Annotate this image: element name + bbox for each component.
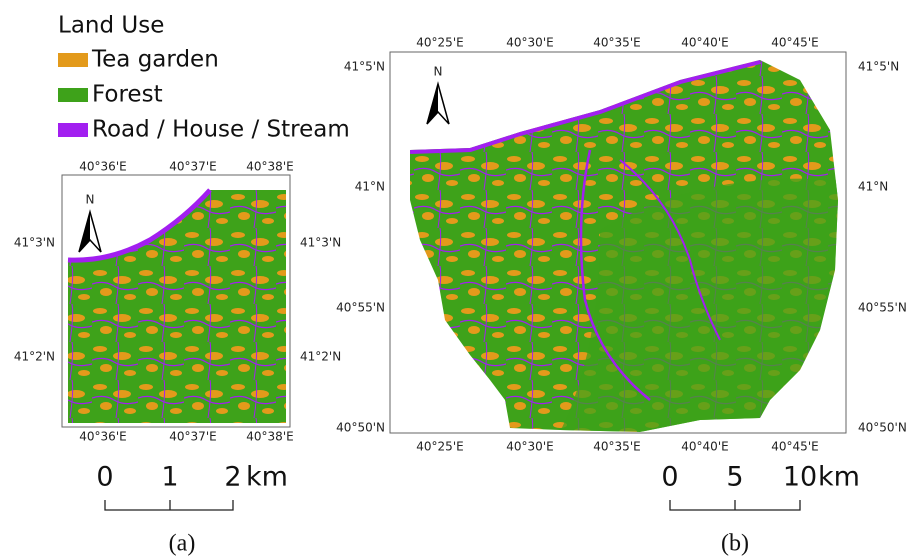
panel-caption: (b) xyxy=(721,531,749,557)
top-tick-label: 40°38'E xyxy=(246,160,293,174)
scale-unit: km xyxy=(246,462,288,493)
legend-label: Tea garden xyxy=(91,47,219,73)
bottom-tick-label: 40°40'E xyxy=(681,440,728,454)
legend-title: Land Use xyxy=(58,13,164,39)
scale-bar xyxy=(670,500,800,510)
panel-b-map xyxy=(390,52,846,435)
scale-label: 5 xyxy=(726,462,743,493)
top-tick-label: 40°35'E xyxy=(593,36,640,50)
right-tick-label: 40°50'N xyxy=(858,421,907,435)
bottom-tick-label: 40°45'E xyxy=(771,440,818,454)
bottom-tick-label: 40°30'E xyxy=(506,440,553,454)
left-tick-label: 41°5'N xyxy=(344,60,385,74)
left-tick-label: 41°N xyxy=(355,180,385,194)
panel-a-map xyxy=(62,175,290,427)
scale-label: 2 xyxy=(224,462,241,493)
legend-label: Road / House / Stream xyxy=(92,117,350,143)
scale-label: 1 xyxy=(161,462,178,493)
right-tick-label: 41°N xyxy=(858,180,888,194)
right-tick-label: 41°5'N xyxy=(858,60,899,74)
left-tick-label: 41°3'N xyxy=(14,236,55,250)
scale-label: 10 xyxy=(783,462,817,493)
legend-label: Forest xyxy=(92,82,163,108)
scale-bar xyxy=(105,500,233,510)
right-tick-label: 40°55'N xyxy=(858,301,907,315)
scale-label: 0 xyxy=(96,462,113,493)
right-tick-label: 41°2'N xyxy=(300,350,341,364)
bottom-tick-label: 40°36'E xyxy=(79,430,126,444)
top-tick-label: 40°37'E xyxy=(169,160,216,174)
legend-swatch xyxy=(58,53,88,67)
left-tick-label: 41°2'N xyxy=(14,350,55,364)
legend-swatch xyxy=(58,123,88,137)
top-tick-label: 40°45'E xyxy=(771,36,818,50)
north-label: N xyxy=(434,65,443,79)
top-tick-label: 40°40'E xyxy=(681,36,728,50)
top-tick-label: 40°30'E xyxy=(506,36,553,50)
bottom-tick-label: 40°35'E xyxy=(593,440,640,454)
top-tick-label: 40°25'E xyxy=(416,36,463,50)
bottom-tick-label: 40°38'E xyxy=(246,430,293,444)
right-tick-label: 41°3'N xyxy=(300,236,341,250)
figure: Land Use Tea garden Forest Road / House / S… xyxy=(0,0,918,558)
left-tick-label: 40°50'N xyxy=(336,421,385,435)
scale-label: 0 xyxy=(661,462,678,493)
north-label: N xyxy=(86,193,95,207)
panel-caption: (a) xyxy=(169,531,196,557)
bottom-tick-label: 40°25'E xyxy=(416,440,463,454)
top-tick-label: 40°36'E xyxy=(79,160,126,174)
scale-unit: km xyxy=(818,462,860,493)
left-tick-label: 40°55'N xyxy=(336,301,385,315)
bottom-tick-label: 40°37'E xyxy=(169,430,216,444)
legend-swatch xyxy=(58,88,88,102)
